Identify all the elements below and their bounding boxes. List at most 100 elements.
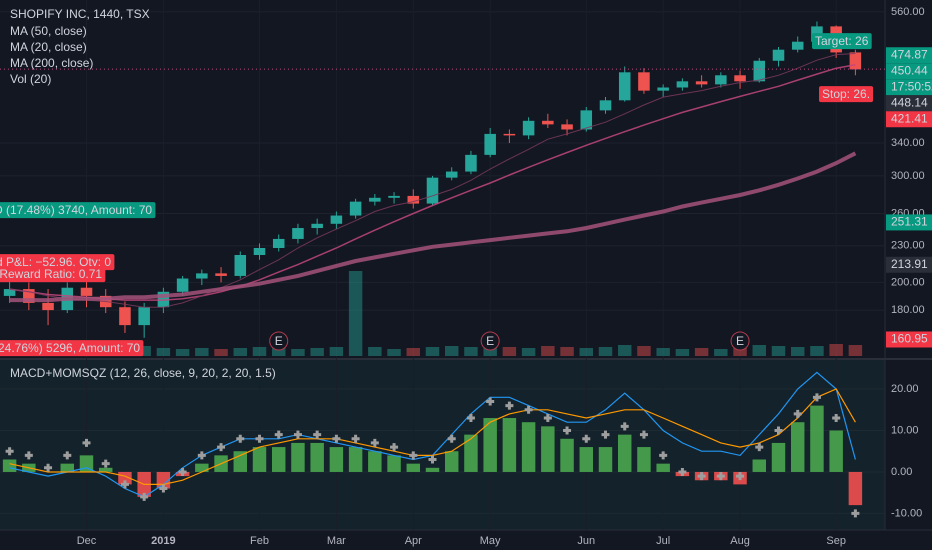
candle-body bbox=[215, 273, 227, 276]
candle-body bbox=[715, 75, 727, 85]
annotation: /Reward Ratio: 0.71 bbox=[0, 267, 102, 281]
price-label: 213.91 bbox=[891, 257, 928, 271]
annotation-box bbox=[0, 266, 106, 283]
momentum-dot bbox=[44, 463, 53, 472]
candle-body bbox=[465, 154, 477, 172]
momentum-dot bbox=[620, 422, 629, 431]
candle-body bbox=[599, 100, 612, 111]
momentum-dot bbox=[793, 409, 802, 418]
moving-average bbox=[9, 53, 856, 308]
histogram-bar bbox=[79, 455, 94, 472]
labels: 560.00340.00300.00260.00230.00200.00180.… bbox=[0, 6, 932, 547]
price-label: 448.14 bbox=[891, 95, 928, 109]
histogram-bar bbox=[98, 467, 113, 472]
histogram-bar bbox=[483, 418, 497, 472]
momentum-dot bbox=[178, 467, 187, 476]
momentum-dot bbox=[486, 397, 495, 406]
volume-bar bbox=[348, 271, 363, 356]
histogram-bar bbox=[291, 442, 305, 472]
volume-bar bbox=[310, 348, 324, 356]
candle-body bbox=[138, 307, 150, 326]
histogram-bar bbox=[560, 438, 574, 472]
momentum-dot bbox=[812, 393, 821, 402]
legend-entry: Vol (20) bbox=[10, 72, 51, 86]
volume-bar bbox=[521, 348, 536, 356]
momentum-dot bbox=[197, 451, 206, 460]
legend-entry: MA (50, close) bbox=[10, 24, 87, 38]
volume-bar bbox=[637, 346, 651, 356]
price-label-box bbox=[886, 214, 932, 231]
candle-body bbox=[753, 60, 766, 82]
y-tick-label: 560.00 bbox=[891, 6, 925, 18]
candle-body bbox=[484, 133, 496, 155]
histogram-bar bbox=[387, 455, 401, 472]
momentum-dot bbox=[736, 472, 745, 481]
moving-average bbox=[9, 151, 857, 303]
volume-bar bbox=[714, 349, 728, 356]
earnings-marker bbox=[730, 331, 750, 351]
signal-line bbox=[9, 388, 856, 485]
histogram-bar bbox=[425, 467, 440, 472]
candle-body bbox=[561, 124, 573, 130]
volume-bar bbox=[291, 349, 305, 356]
candle-body bbox=[234, 255, 247, 276]
volume-bar bbox=[195, 348, 209, 356]
momentum-dot bbox=[63, 451, 72, 460]
earnings-marker bbox=[480, 331, 500, 351]
momentum-dot bbox=[390, 443, 399, 452]
annotation-box bbox=[0, 202, 156, 219]
histogram-bar bbox=[368, 451, 382, 472]
price-label-box bbox=[886, 95, 932, 112]
earnings-label: E bbox=[736, 334, 744, 348]
annotation-box bbox=[819, 86, 874, 103]
price-label-box bbox=[886, 111, 932, 128]
momentum-dot bbox=[255, 434, 264, 443]
histogram-bar bbox=[541, 426, 555, 472]
annotation-box bbox=[0, 340, 144, 357]
momentum-dot bbox=[120, 480, 129, 489]
momentum-dot bbox=[774, 426, 783, 435]
volume-bar bbox=[233, 348, 248, 356]
momentum-dot bbox=[639, 430, 648, 439]
volume-bar bbox=[617, 345, 632, 356]
legend-entry: MA (20, close) bbox=[10, 40, 87, 54]
volume-bar bbox=[598, 347, 613, 356]
volume-bar bbox=[137, 346, 151, 356]
volume-bar bbox=[329, 347, 344, 356]
candle-body bbox=[791, 41, 804, 50]
annotation-box bbox=[0, 254, 115, 271]
histogram-bar bbox=[848, 471, 863, 506]
volume-bar bbox=[406, 348, 421, 356]
histogram-bar bbox=[617, 434, 632, 472]
candle-body bbox=[349, 201, 362, 216]
histogram-bar bbox=[829, 430, 843, 472]
histogram-bar bbox=[464, 434, 478, 472]
candle-body bbox=[3, 289, 16, 296]
candle-body bbox=[657, 87, 669, 91]
histogram-bar bbox=[752, 459, 767, 472]
histogram-bar bbox=[60, 463, 75, 472]
candle-body bbox=[196, 273, 208, 279]
momentum-dot bbox=[217, 443, 226, 452]
momentum-dot bbox=[140, 492, 149, 501]
histogram-bar bbox=[521, 422, 536, 472]
countdown-box bbox=[886, 79, 932, 96]
histogram-bar bbox=[329, 447, 344, 472]
momentum-dot bbox=[447, 434, 456, 443]
candle-body bbox=[272, 238, 285, 248]
y-tick-label: 340.00 bbox=[891, 137, 925, 149]
volume-bar bbox=[368, 347, 382, 356]
candle-body bbox=[426, 177, 439, 204]
y-tick-label: -10.00 bbox=[891, 507, 922, 519]
panel-title: MACD+MOMSQZ (12, 26, close, 9, 20, 2, 20… bbox=[10, 366, 276, 380]
momentum-dot bbox=[101, 459, 110, 468]
candle-body bbox=[253, 247, 266, 256]
x-tick-label: Mar bbox=[327, 535, 346, 547]
momentum-dot bbox=[505, 401, 514, 410]
price-label: 450.44 bbox=[891, 63, 928, 77]
y-tick-label: 300.00 bbox=[891, 170, 925, 182]
histogram-bar bbox=[348, 447, 363, 472]
momentum-dot bbox=[755, 443, 764, 452]
